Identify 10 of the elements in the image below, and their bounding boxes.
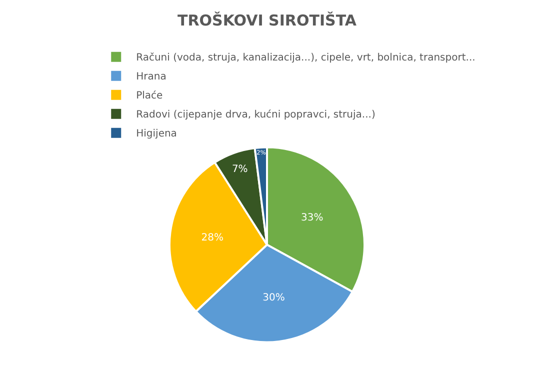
legend-label: Hrana: [136, 72, 166, 83]
data-label: 7%: [232, 164, 248, 175]
legend-label: Računi (voda, struja, kanalizacija...), cipele, vrt, bolnica, transport...: [136, 52, 476, 64]
legend-label: Higijena: [136, 128, 177, 140]
data-label: 28%: [201, 232, 224, 244]
legend-label: Plaće: [136, 90, 163, 102]
chart-title: TROŠKOVI SIROTIŠTA: [177, 11, 357, 30]
data-label: 33%: [300, 212, 324, 224]
data-label: 30%: [262, 292, 285, 304]
legend-label: Radovi (cijepanje drva, kućni popravci, struja...): [136, 110, 376, 121]
